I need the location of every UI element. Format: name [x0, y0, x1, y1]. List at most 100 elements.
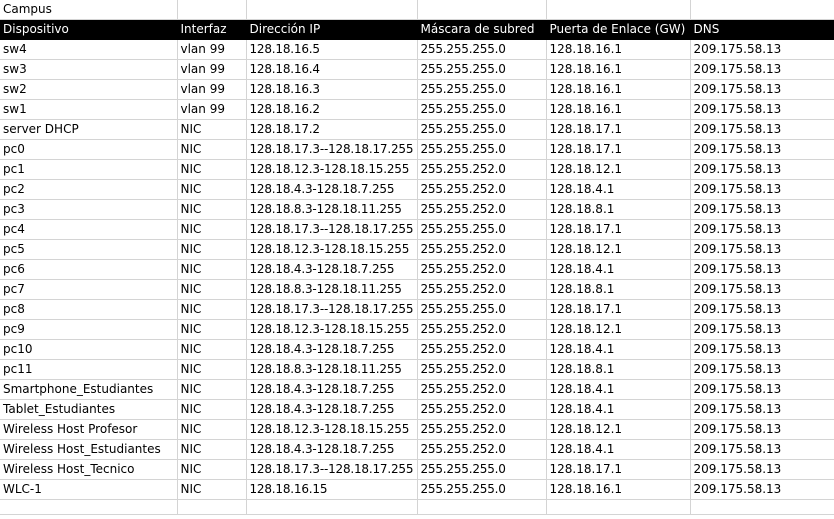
cell-dns[interactable]: 209.175.58.13	[690, 399, 834, 420]
cell-interface[interactable]: NIC	[177, 199, 247, 220]
cell-interface[interactable]: NIC	[177, 179, 247, 200]
cell-interface[interactable]: NIC	[177, 239, 247, 260]
cell-gateway[interactable]: 128.18.4.1	[546, 259, 691, 280]
cell-gateway[interactable]: 128.18.12.1	[546, 319, 691, 340]
cell-device[interactable]: Wireless Host_Estudiantes	[0, 439, 178, 460]
cell-mask[interactable]: 255.255.252.0	[417, 179, 547, 200]
cell-gateway[interactable]: 128.18.8.1	[546, 279, 691, 300]
header-cell-direccion-ip[interactable]: Dirección IP	[246, 19, 418, 40]
empty-cell[interactable]	[417, 499, 547, 515]
cell-mask[interactable]: 255.255.252.0	[417, 239, 547, 260]
cell-device[interactable]: Wireless Host Profesor	[0, 419, 178, 440]
cell-dns[interactable]: 209.175.58.13	[690, 279, 834, 300]
cell-device[interactable]: pc0	[0, 139, 178, 160]
cell-ip[interactable]: 128.18.4.3-128.18.7.255	[246, 259, 418, 280]
cell-gateway[interactable]: 128.18.4.1	[546, 439, 691, 460]
cell-dns[interactable]: 209.175.58.13	[690, 199, 834, 220]
cell-dns[interactable]: 209.175.58.13	[690, 59, 834, 80]
cell-mask[interactable]: 255.255.252.0	[417, 259, 547, 280]
cell-ip[interactable]: 128.18.17.3--128.18.17.255	[246, 139, 418, 160]
sheet-title-cell[interactable]: Campus	[0, 0, 178, 20]
cell-dns[interactable]: 209.175.58.13	[690, 339, 834, 360]
cell-interface[interactable]: NIC	[177, 279, 247, 300]
cell-gateway[interactable]: 128.18.17.1	[546, 119, 691, 140]
cell-gateway[interactable]: 128.18.4.1	[546, 179, 691, 200]
cell-device[interactable]: Smartphone_Estudiantes	[0, 379, 178, 400]
empty-cell[interactable]	[417, 0, 547, 20]
cell-ip[interactable]: 128.18.17.3--128.18.17.255	[246, 219, 418, 240]
cell-mask[interactable]: 255.255.252.0	[417, 379, 547, 400]
cell-dns[interactable]: 209.175.58.13	[690, 239, 834, 260]
cell-gateway[interactable]: 128.18.12.1	[546, 419, 691, 440]
cell-mask[interactable]: 255.255.252.0	[417, 199, 547, 220]
empty-cell[interactable]	[177, 499, 247, 515]
cell-device[interactable]: pc6	[0, 259, 178, 280]
empty-cell[interactable]	[0, 499, 178, 515]
cell-device[interactable]: WLC-1	[0, 479, 178, 500]
cell-dns[interactable]: 209.175.58.13	[690, 379, 834, 400]
cell-dns[interactable]: 209.175.58.13	[690, 259, 834, 280]
cell-dns[interactable]: 209.175.58.13	[690, 79, 834, 100]
cell-gateway[interactable]: 128.18.8.1	[546, 199, 691, 220]
cell-dns[interactable]: 209.175.58.13	[690, 219, 834, 240]
cell-mask[interactable]: 255.255.255.0	[417, 79, 547, 100]
cell-gateway[interactable]: 128.18.16.1	[546, 479, 691, 500]
cell-interface[interactable]: NIC	[177, 119, 247, 140]
cell-interface[interactable]: NIC	[177, 259, 247, 280]
cell-device[interactable]: sw2	[0, 79, 178, 100]
cell-interface[interactable]: vlan 99	[177, 99, 247, 120]
header-cell-gateway[interactable]: Puerta de Enlace (GW)	[546, 19, 691, 40]
cell-dns[interactable]: 209.175.58.13	[690, 459, 834, 480]
cell-ip[interactable]: 128.18.8.3-128.18.11.255	[246, 359, 418, 380]
cell-mask[interactable]: 255.255.255.0	[417, 99, 547, 120]
cell-mask[interactable]: 255.255.255.0	[417, 139, 547, 160]
cell-interface[interactable]: NIC	[177, 139, 247, 160]
cell-mask[interactable]: 255.255.252.0	[417, 279, 547, 300]
cell-mask[interactable]: 255.255.252.0	[417, 419, 547, 440]
empty-cell[interactable]	[690, 499, 834, 515]
cell-ip[interactable]: 128.18.4.3-128.18.7.255	[246, 399, 418, 420]
cell-gateway[interactable]: 128.18.16.1	[546, 79, 691, 100]
header-cell-mascara[interactable]: Máscara de subred	[417, 19, 547, 40]
cell-device[interactable]: pc5	[0, 239, 178, 260]
empty-cell[interactable]	[546, 0, 691, 20]
cell-ip[interactable]: 128.18.8.3-128.18.11.255	[246, 199, 418, 220]
cell-dns[interactable]: 209.175.58.13	[690, 139, 834, 160]
cell-ip[interactable]: 128.18.4.3-128.18.7.255	[246, 179, 418, 200]
cell-dns[interactable]: 209.175.58.13	[690, 39, 834, 60]
cell-mask[interactable]: 255.255.252.0	[417, 339, 547, 360]
empty-cell[interactable]	[690, 0, 834, 20]
cell-mask[interactable]: 255.255.255.0	[417, 459, 547, 480]
cell-dns[interactable]: 209.175.58.13	[690, 119, 834, 140]
cell-interface[interactable]: NIC	[177, 159, 247, 180]
empty-cell[interactable]	[246, 0, 418, 20]
cell-interface[interactable]: NIC	[177, 479, 247, 500]
cell-ip[interactable]: 128.18.16.4	[246, 59, 418, 80]
cell-ip[interactable]: 128.18.17.3--128.18.17.255	[246, 299, 418, 320]
cell-interface[interactable]: NIC	[177, 299, 247, 320]
cell-device[interactable]: pc2	[0, 179, 178, 200]
cell-device[interactable]: sw1	[0, 99, 178, 120]
cell-ip[interactable]: 128.18.12.3-128.18.15.255	[246, 159, 418, 180]
empty-cell[interactable]	[246, 499, 418, 515]
cell-ip[interactable]: 128.18.16.15	[246, 479, 418, 500]
cell-device[interactable]: Tablet_Estudiantes	[0, 399, 178, 420]
cell-device[interactable]: pc9	[0, 319, 178, 340]
cell-device[interactable]: server DHCP	[0, 119, 178, 140]
cell-interface[interactable]: NIC	[177, 419, 247, 440]
cell-ip[interactable]: 128.18.16.3	[246, 79, 418, 100]
cell-device[interactable]: pc4	[0, 219, 178, 240]
cell-mask[interactable]: 255.255.252.0	[417, 359, 547, 380]
cell-interface[interactable]: NIC	[177, 319, 247, 340]
cell-ip[interactable]: 128.18.12.3-128.18.15.255	[246, 319, 418, 340]
cell-ip[interactable]: 128.18.4.3-128.18.7.255	[246, 439, 418, 460]
header-cell-interfaz[interactable]: Interfaz	[177, 19, 247, 40]
cell-mask[interactable]: 255.255.255.0	[417, 59, 547, 80]
cell-gateway[interactable]: 128.18.17.1	[546, 459, 691, 480]
cell-interface[interactable]: NIC	[177, 219, 247, 240]
empty-cell[interactable]	[546, 499, 691, 515]
cell-device[interactable]: pc1	[0, 159, 178, 180]
cell-gateway[interactable]: 128.18.4.1	[546, 379, 691, 400]
cell-gateway[interactable]: 128.18.16.1	[546, 59, 691, 80]
cell-gateway[interactable]: 128.18.16.1	[546, 39, 691, 60]
